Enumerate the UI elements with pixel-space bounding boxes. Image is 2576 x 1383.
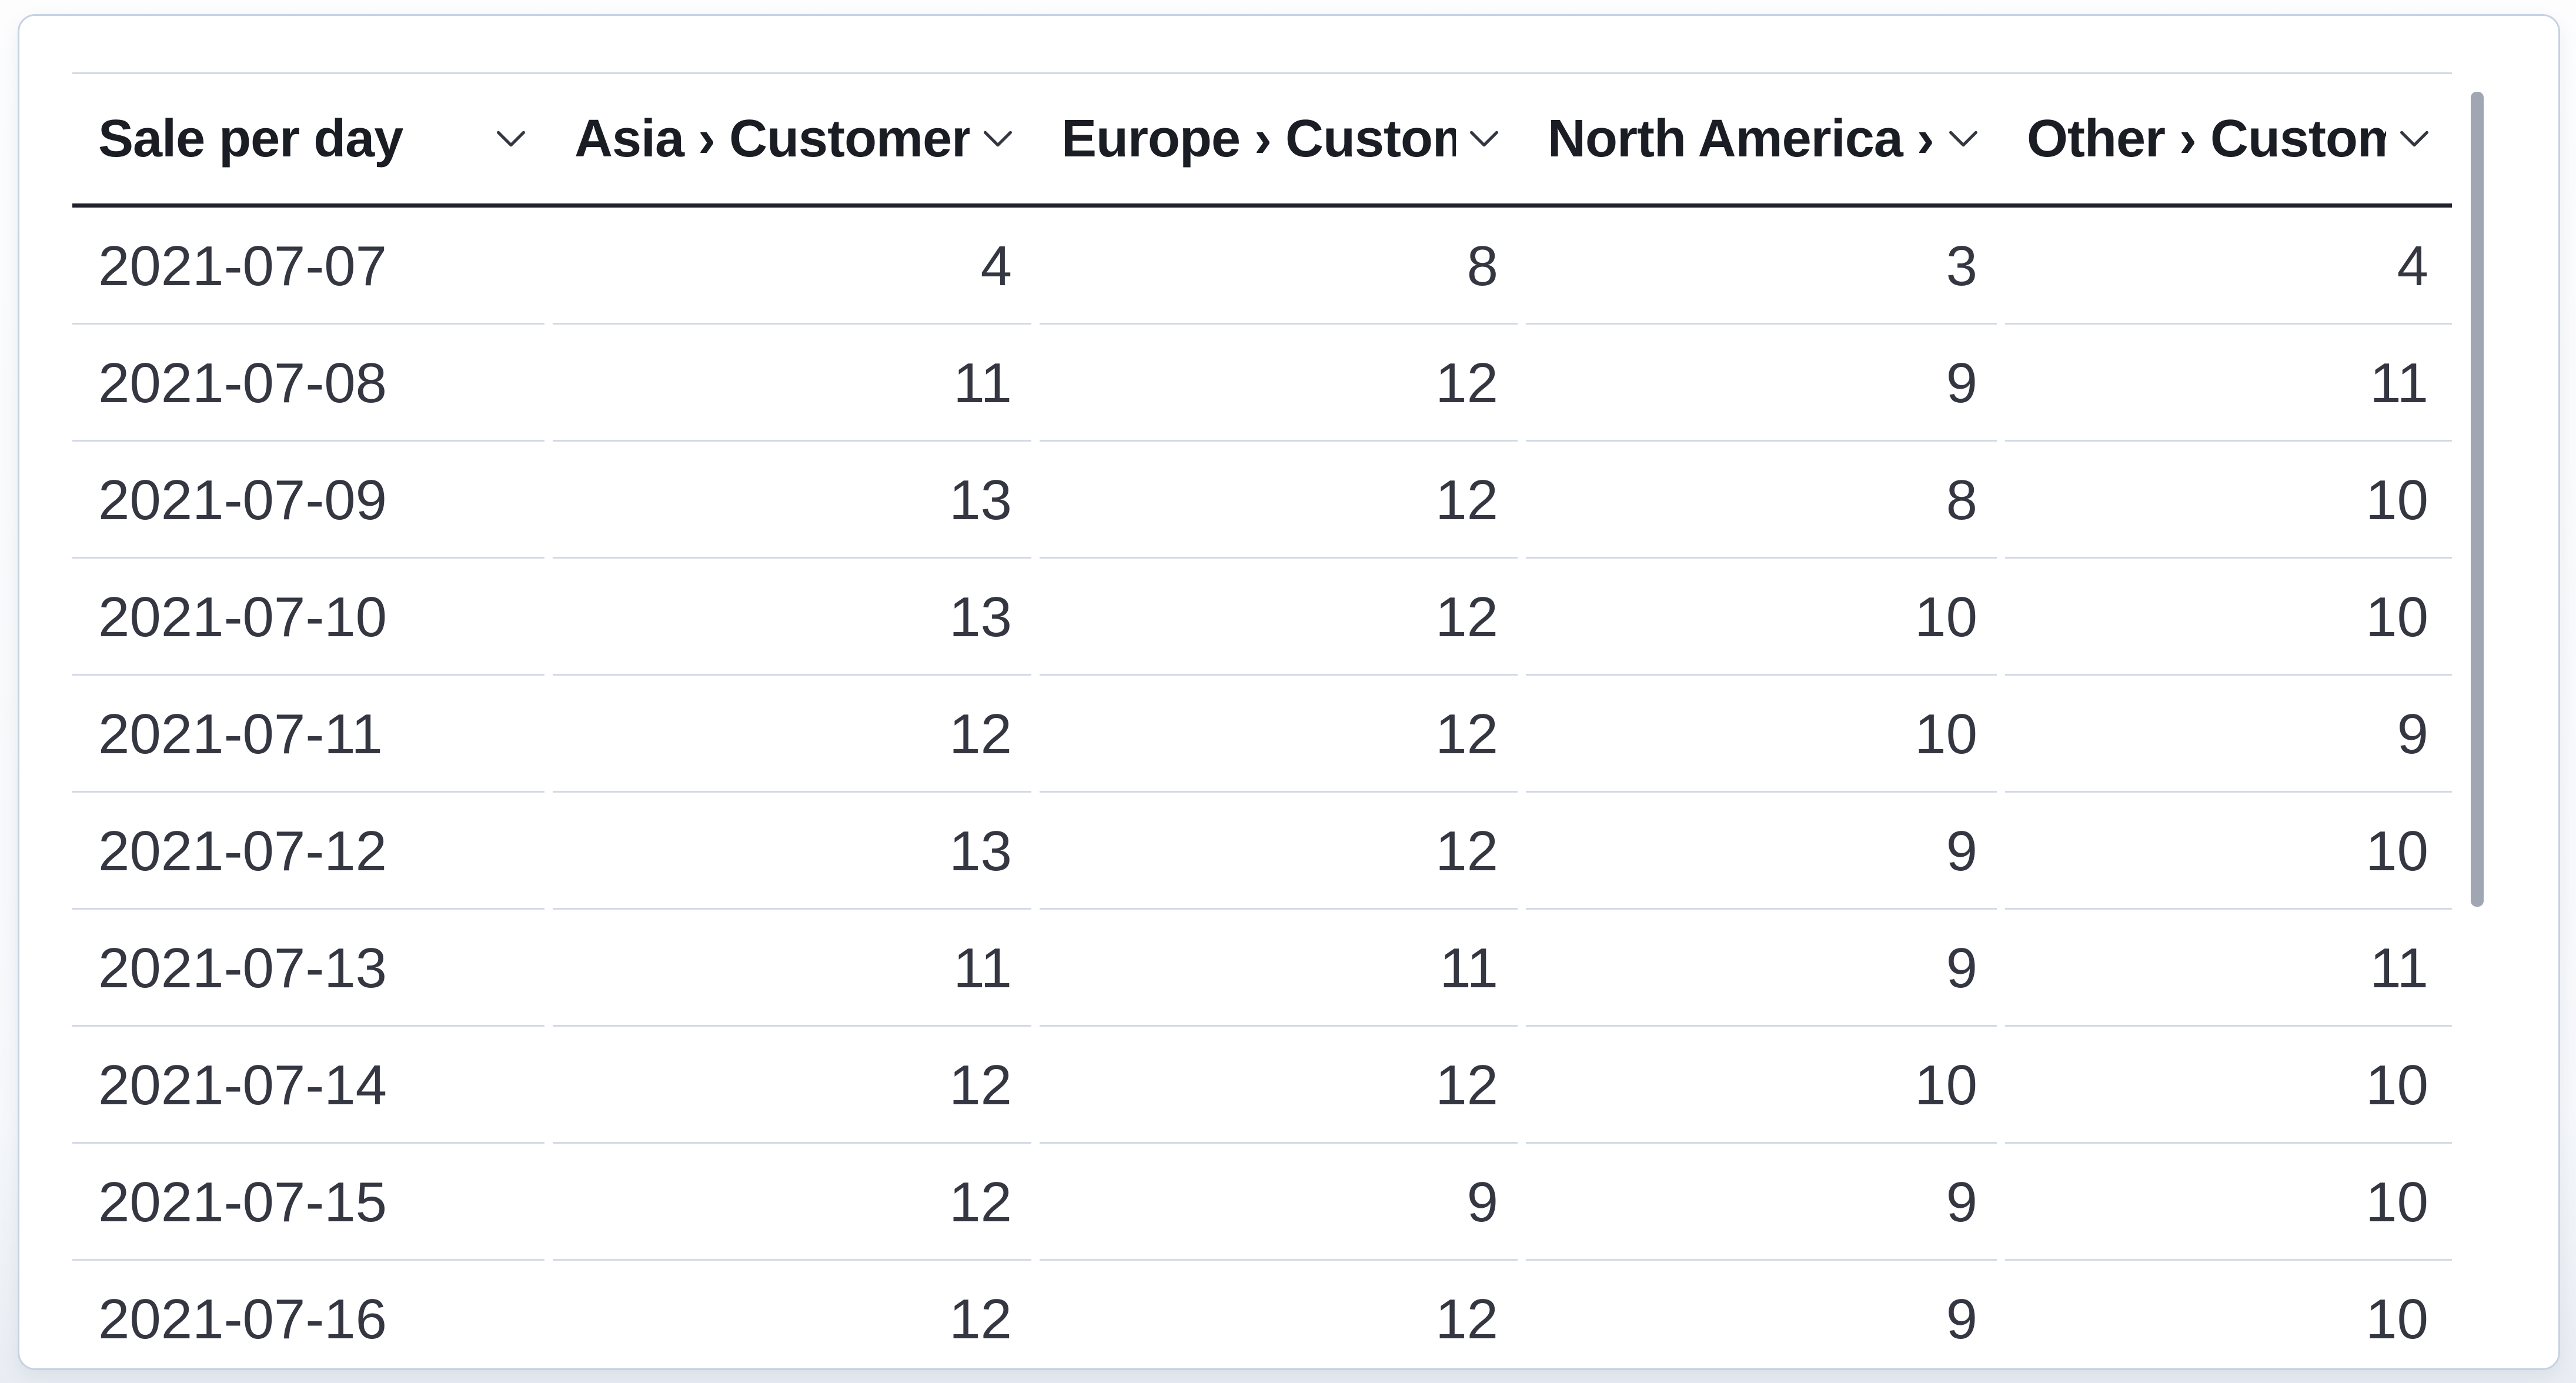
value-cell: 12	[549, 1144, 1035, 1261]
value-cell: 12	[1035, 1027, 1522, 1144]
date-cell: 2021-07-12	[72, 793, 549, 910]
date-cell: 2021-07-09	[72, 442, 549, 559]
value-cell: 12	[1035, 793, 1522, 910]
value-cell: 10	[2001, 1144, 2452, 1261]
column-header-europe[interactable]: Europe › Customers	[1035, 74, 1522, 203]
value-cell: 10	[2001, 1261, 2452, 1368]
column-header-asia[interactable]: Asia › Customers	[549, 74, 1035, 203]
column-header-date[interactable]: Sale per day	[72, 74, 549, 203]
date-cell: 2021-07-10	[72, 559, 549, 676]
table-row: 2021-07-14 12 12 10 10	[72, 1027, 2452, 1144]
value-cell: 9	[1522, 1144, 2001, 1261]
value-cell: 11	[2001, 910, 2452, 1027]
value-cell: 9	[1522, 793, 2001, 910]
value-cell: 11	[2001, 325, 2452, 442]
date-cell: 2021-07-13	[72, 910, 549, 1027]
value-cell: 9	[1522, 910, 2001, 1027]
value-cell: 8	[1035, 208, 1522, 325]
chevron-down-icon[interactable]	[983, 130, 1013, 148]
date-cell: 2021-07-07	[72, 208, 549, 325]
vertical-scrollbar-thumb[interactable]	[2471, 92, 2484, 907]
table-card: Sale per day Asia › Customers Europe › Cus…	[18, 14, 2560, 1370]
value-cell: 13	[549, 559, 1035, 676]
table-row: 2021-07-13 11 11 9 11	[72, 910, 2452, 1027]
value-cell: 8	[1522, 442, 2001, 559]
value-cell: 11	[549, 325, 1035, 442]
column-header-label: Sale per day	[98, 109, 403, 168]
value-cell: 10	[1522, 1027, 2001, 1144]
column-header-label: Other › Customers	[2027, 109, 2386, 168]
chevron-down-icon[interactable]	[1469, 130, 1499, 148]
column-header-other[interactable]: Other › Customers	[2001, 74, 2452, 203]
table-row: 2021-07-10 13 12 10 10	[72, 559, 2452, 676]
value-cell: 10	[2001, 1027, 2452, 1144]
data-table: Sale per day Asia › Customers Europe › Cus…	[72, 72, 2452, 1368]
table-body: 2021-07-07 4 8 3 4 2021-07-08 11 12 9 11 2021-07-0…	[72, 208, 2452, 1368]
chevron-down-icon[interactable]	[496, 130, 526, 148]
value-cell: 11	[1035, 910, 1522, 1027]
table-header-row: Sale per day Asia › Customers Europe › Cus…	[72, 72, 2452, 208]
value-cell: 13	[549, 442, 1035, 559]
value-cell: 12	[1035, 1261, 1522, 1368]
table-row: 2021-07-12 13 12 9 10	[72, 793, 2452, 910]
chevron-down-icon[interactable]	[2399, 130, 2430, 148]
table-row: 2021-07-16 12 12 9 10	[72, 1261, 2452, 1368]
column-header-north-america[interactable]: North America › Customers	[1522, 74, 2001, 203]
value-cell: 4	[549, 208, 1035, 325]
value-cell: 9	[1035, 1144, 1522, 1261]
table-row: 2021-07-15 12 9 9 10	[72, 1144, 2452, 1261]
date-cell: 2021-07-08	[72, 325, 549, 442]
value-cell: 12	[1035, 442, 1522, 559]
column-header-label: Asia › Customers	[574, 109, 970, 168]
value-cell: 10	[1522, 559, 2001, 676]
value-cell: 12	[1035, 325, 1522, 442]
date-cell: 2021-07-14	[72, 1027, 549, 1144]
table-row: 2021-07-07 4 8 3 4	[72, 208, 2452, 325]
table-row: 2021-07-11 12 12 10 9	[72, 676, 2452, 793]
value-cell: 9	[1522, 1261, 2001, 1368]
value-cell: 12	[549, 1027, 1035, 1144]
value-cell: 12	[1035, 559, 1522, 676]
date-cell: 2021-07-15	[72, 1144, 549, 1261]
value-cell: 4	[2001, 208, 2452, 325]
value-cell: 12	[549, 1261, 1035, 1368]
value-cell: 10	[2001, 793, 2452, 910]
date-cell: 2021-07-11	[72, 676, 549, 793]
chevron-down-icon[interactable]	[1948, 130, 1979, 148]
value-cell: 10	[2001, 442, 2452, 559]
column-header-label: Europe › Customers	[1061, 109, 1456, 168]
value-cell: 13	[549, 793, 1035, 910]
value-cell: 9	[1522, 325, 2001, 442]
value-cell: 10	[1522, 676, 2001, 793]
column-header-label: North America › Customers	[1548, 109, 1935, 168]
value-cell: 9	[2001, 676, 2452, 793]
date-cell: 2021-07-16	[72, 1261, 549, 1368]
value-cell: 12	[549, 676, 1035, 793]
value-cell: 11	[549, 910, 1035, 1027]
table-row: 2021-07-08 11 12 9 11	[72, 325, 2452, 442]
value-cell: 10	[2001, 559, 2452, 676]
value-cell: 12	[1035, 676, 1522, 793]
table-row: 2021-07-09 13 12 8 10	[72, 442, 2452, 559]
value-cell: 3	[1522, 208, 2001, 325]
